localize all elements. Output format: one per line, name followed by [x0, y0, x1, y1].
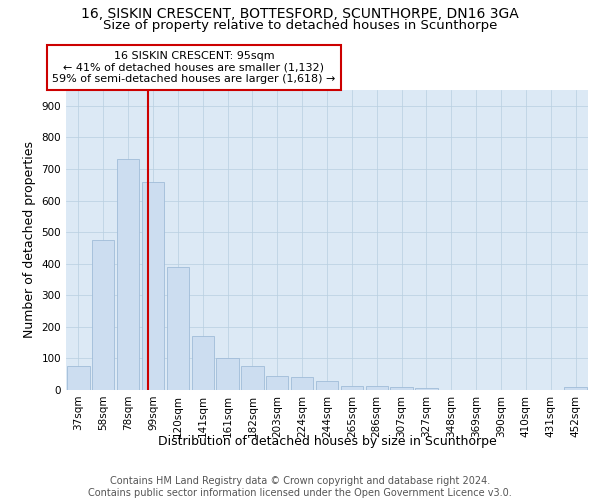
- Bar: [365, 386, 388, 390]
- Y-axis label: Number of detached properties: Number of detached properties: [23, 142, 36, 338]
- Bar: [191, 336, 214, 390]
- Text: Distribution of detached houses by size in Scunthorpe: Distribution of detached houses by size …: [158, 435, 496, 448]
- Bar: [241, 366, 263, 390]
- Bar: [391, 387, 413, 390]
- Text: 16 SISKIN CRESCENT: 95sqm
← 41% of detached houses are smaller (1,132)
59% of se: 16 SISKIN CRESCENT: 95sqm ← 41% of detac…: [52, 51, 335, 84]
- Bar: [92, 240, 115, 390]
- Bar: [266, 376, 289, 390]
- Bar: [142, 182, 164, 390]
- Text: Contains HM Land Registry data © Crown copyright and database right 2024.
Contai: Contains HM Land Registry data © Crown c…: [88, 476, 512, 498]
- Bar: [316, 380, 338, 390]
- Text: 16, SISKIN CRESCENT, BOTTESFORD, SCUNTHORPE, DN16 3GA: 16, SISKIN CRESCENT, BOTTESFORD, SCUNTHO…: [81, 8, 519, 22]
- Bar: [117, 160, 139, 390]
- Text: Size of property relative to detached houses in Scunthorpe: Size of property relative to detached ho…: [103, 18, 497, 32]
- Bar: [291, 378, 313, 390]
- Bar: [167, 267, 189, 390]
- Bar: [217, 358, 239, 390]
- Bar: [67, 366, 89, 390]
- Bar: [565, 388, 587, 390]
- Bar: [341, 386, 363, 390]
- Bar: [415, 388, 437, 390]
